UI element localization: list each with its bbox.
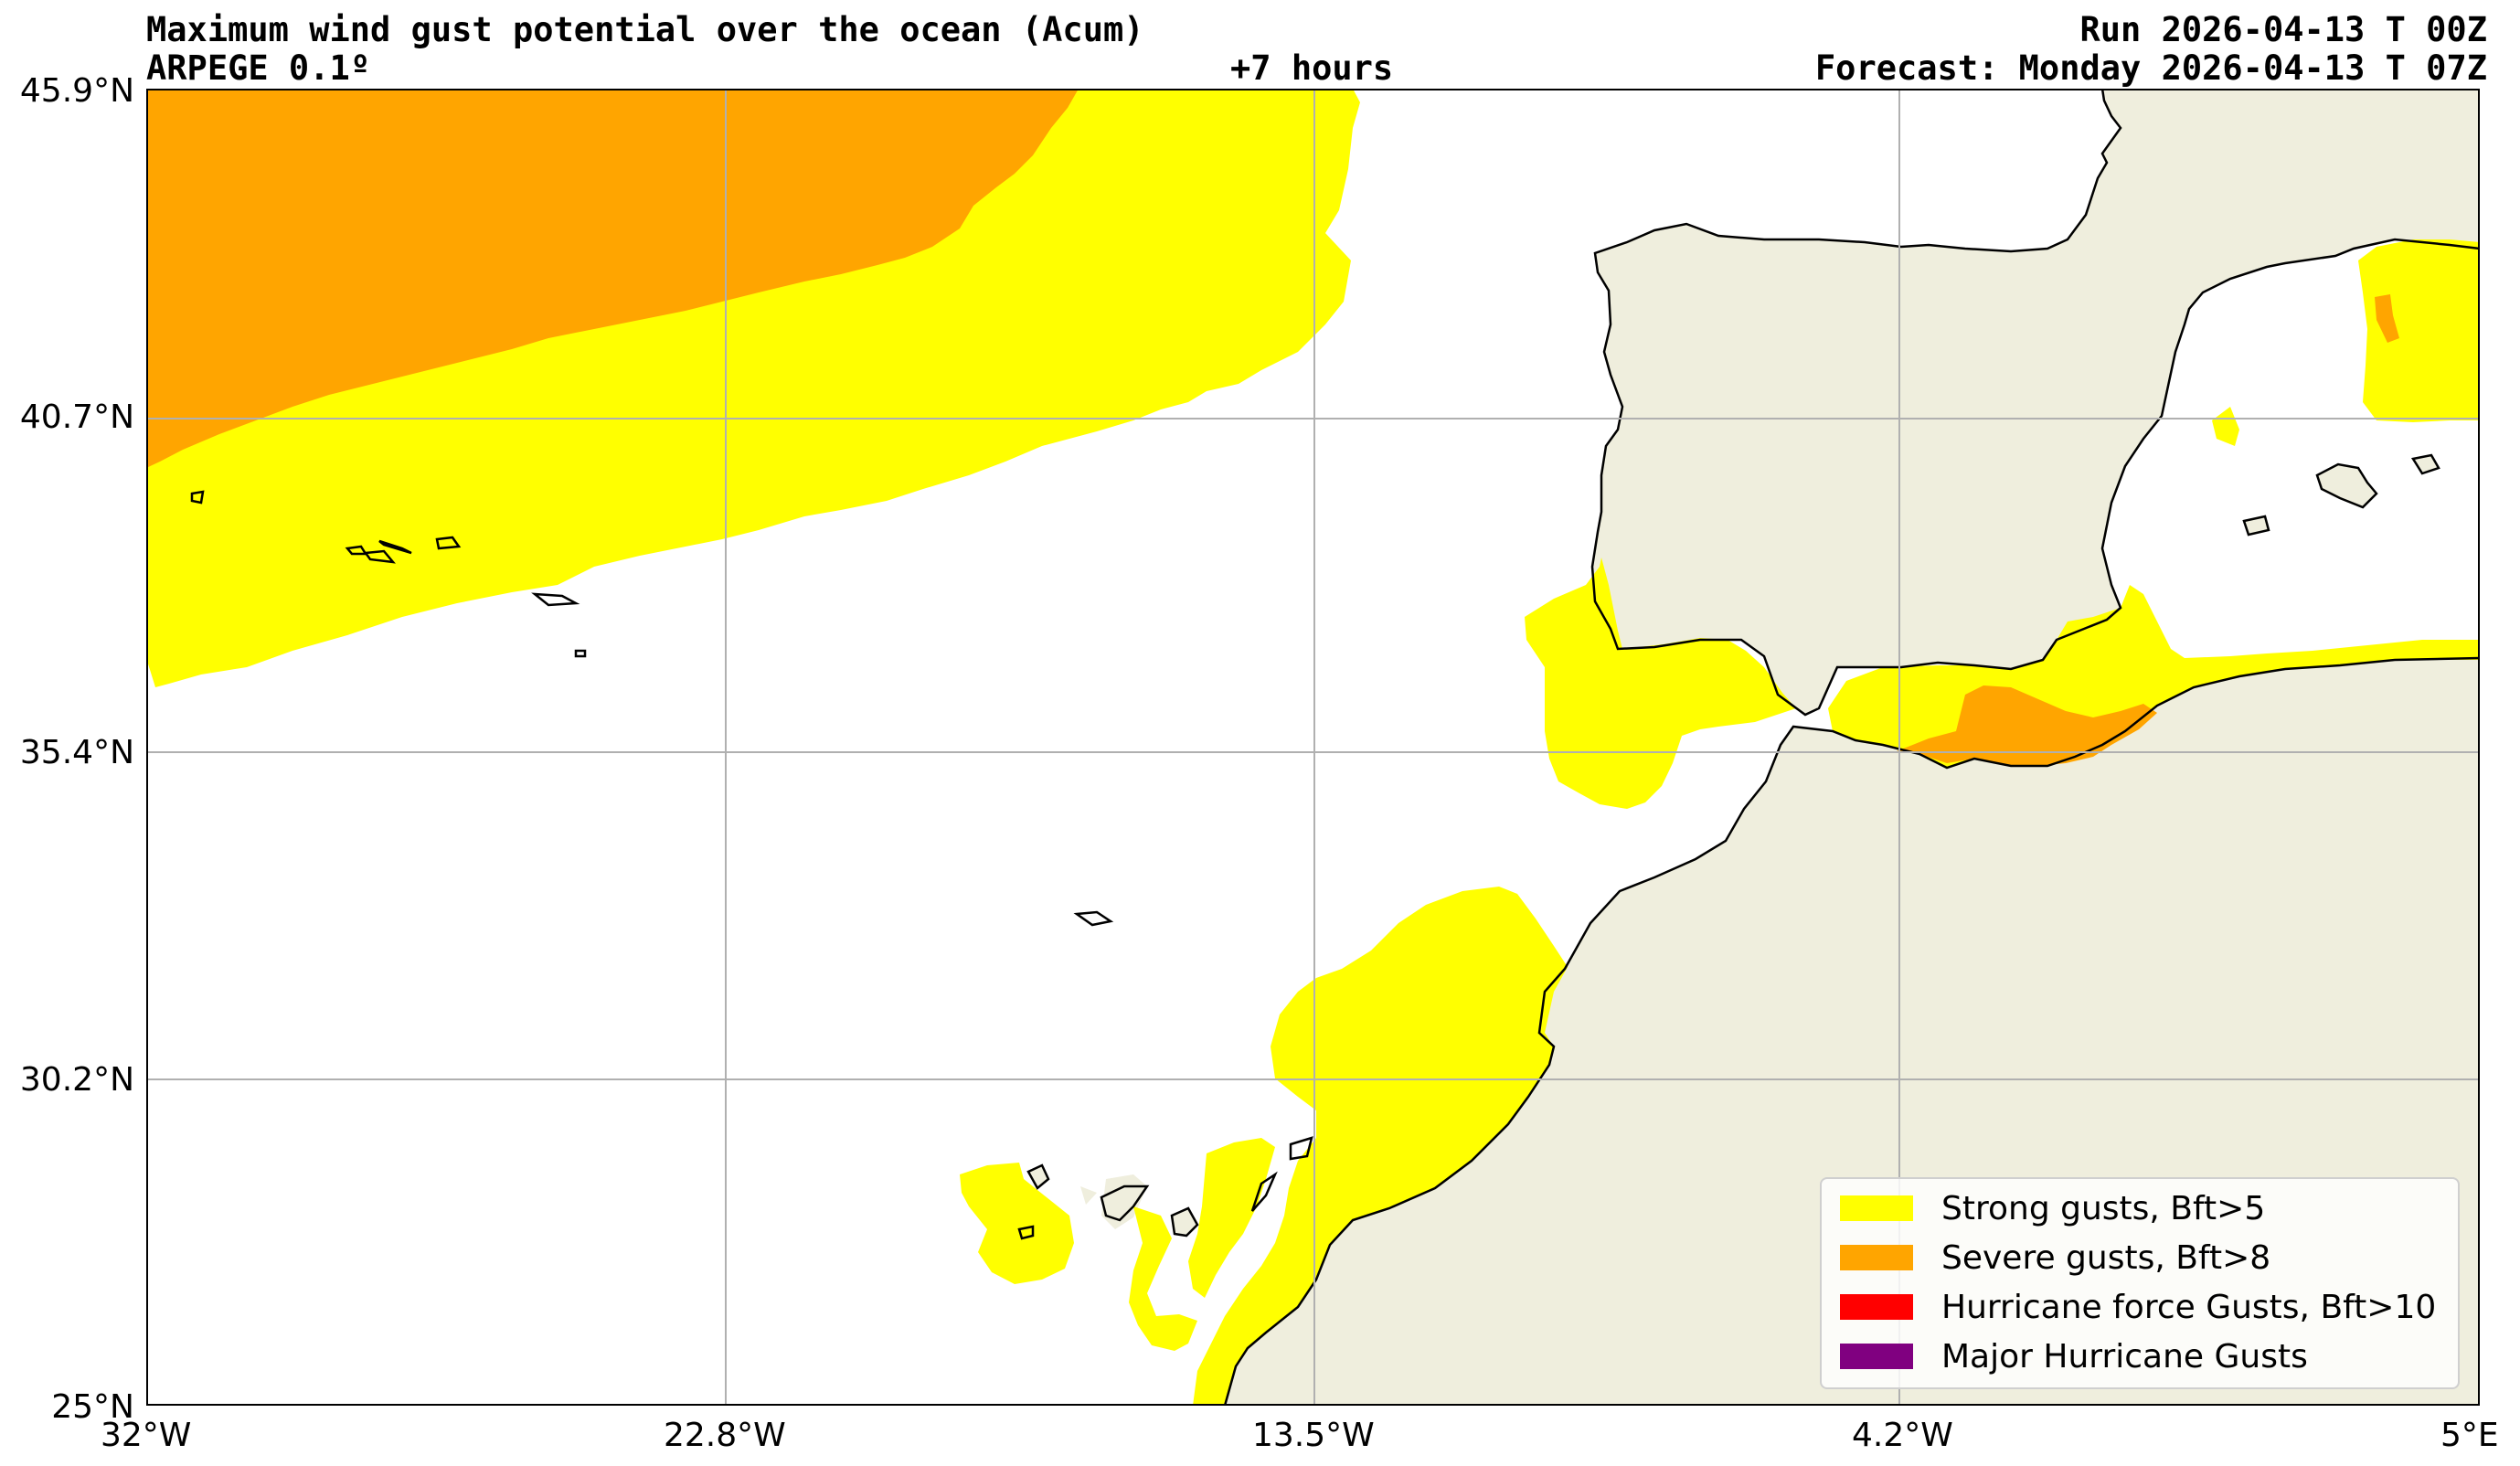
lat-tick-label: 25°N	[51, 1388, 134, 1426]
legend-item-strong: Strong gusts, Bft>5	[1831, 1186, 2265, 1230]
severe-gust-area	[146, 89, 1079, 468]
madeira-coastline	[1073, 910, 1114, 927]
strong-gust-area	[2212, 407, 2239, 446]
azores-island	[2018, 274, 2084, 302]
lon-tick-label: 4.2°W	[1852, 1417, 1953, 1454]
legend-swatch	[1840, 1245, 1913, 1270]
balearic-coastline	[2315, 462, 2378, 509]
legend-swatch	[1840, 1195, 1913, 1221]
legend-label: Hurricane force Gusts, Bft>10	[1941, 1288, 2437, 1326]
lat-tick-label: 30.2°N	[19, 1061, 134, 1099]
balearic-coastline	[2242, 515, 2270, 536]
legend-swatch	[1840, 1294, 1913, 1320]
map-canvas[interactable]	[146, 89, 2480, 1406]
legend-item-major-hurricane: Major Hurricane Gusts	[1831, 1334, 2308, 1378]
lat-tick-label: 45.9°N	[19, 72, 134, 110]
strong-gust-area	[1129, 1206, 1197, 1351]
lead-time-label: +7 hours	[1230, 48, 1394, 88]
balearic-coastline	[2410, 453, 2440, 475]
azores-coastline	[531, 592, 580, 607]
legend-label: Major Hurricane Gusts	[1941, 1337, 2308, 1376]
forecast-label: Forecast: Monday 2026-04-13 T 07Z	[1814, 48, 2487, 88]
gridlines	[146, 89, 2480, 1406]
map-title: Maximum wind gust potential over the oce…	[146, 10, 1144, 49]
canary-coastline	[1100, 1184, 1150, 1222]
iberia-land	[1592, 89, 2480, 715]
severe-gust-area	[2375, 294, 2399, 343]
azores-coastline	[363, 549, 396, 564]
lon-tick-label: 13.5°W	[1252, 1417, 1375, 1454]
azores-coastline	[435, 536, 462, 550]
legend-swatch	[1840, 1344, 1913, 1369]
canary-coastline	[1170, 1206, 1199, 1238]
legend-item-hurricane: Hurricane force Gusts, Bft>10	[1831, 1285, 2436, 1329]
model-label: ARPEGE 0.1º	[146, 48, 371, 88]
strong-gust-area	[1188, 1138, 1275, 1298]
canary-coastline	[1017, 1225, 1035, 1240]
azores-coastline	[574, 649, 587, 658]
azores-coastline	[378, 539, 412, 555]
lat-tick-label: 40.7°N	[19, 398, 134, 436]
map-frame	[146, 89, 2480, 1406]
strong-gust-area	[2358, 239, 2480, 422]
canary-island	[1101, 1174, 1147, 1229]
iberia-coastline	[1590, 89, 2480, 717]
canary-coastline	[1250, 1171, 1278, 1212]
legend-label: Strong gusts, Bft>5	[1941, 1189, 2266, 1227]
strong-gust-area	[960, 1163, 1074, 1284]
strong-gust-area	[1525, 558, 1796, 809]
coastline-layer	[190, 89, 2480, 1406]
canary-island	[1080, 1186, 1097, 1205]
legend-item-severe: Severe gusts, Bft>8	[1831, 1236, 2270, 1280]
lon-tick-label: 22.8°W	[664, 1417, 786, 1454]
legend: Strong gusts, Bft>5 Severe gusts, Bft>8 …	[1820, 1177, 2460, 1389]
lon-tick-label: 5°E	[2440, 1417, 2499, 1454]
lat-tick-label: 35.4°N	[19, 734, 134, 771]
legend-label: Severe gusts, Bft>8	[1941, 1238, 2271, 1277]
canary-coastline	[1289, 1136, 1313, 1161]
balearic-island	[2244, 516, 2269, 535]
lon-tick-label: 32°W	[101, 1417, 192, 1454]
run-label: Run 2026-04-13 T 00Z	[2079, 10, 2487, 49]
africa-coastline	[1223, 656, 2480, 1406]
severe-gust-area	[1897, 685, 2157, 766]
canary-coastline	[1026, 1163, 1050, 1190]
strong-gust-area	[1193, 887, 1568, 1406]
azores-coastline	[190, 490, 205, 505]
